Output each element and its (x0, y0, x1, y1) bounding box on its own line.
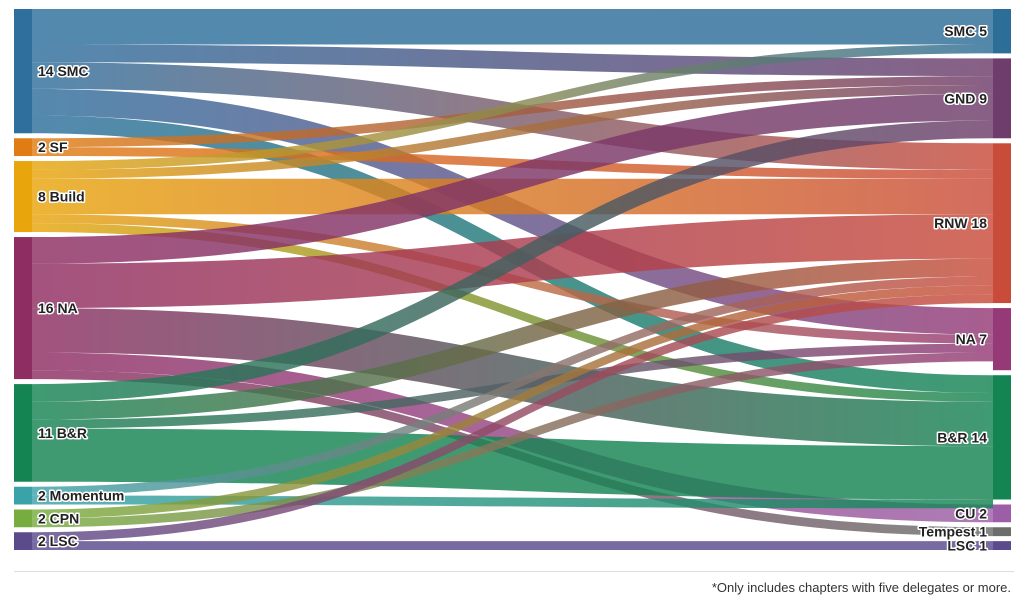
link-smc-to-gnd (32, 44, 993, 77)
left-node-cpn (14, 509, 32, 528)
right-node-label-br: B&R 14 (937, 429, 987, 445)
right-node-br (993, 375, 1011, 500)
right-node-rnw (993, 143, 1011, 304)
sankey-chart: 14 SMC 2 SF 8 Build 16 NA 11 B&R 2 Momentum 2 … (14, 9, 1011, 555)
link-lsc-to-rnw (32, 294, 993, 542)
right-node-label-rnw: RNW 18 (934, 215, 987, 231)
link-cpn-to-na (32, 352, 993, 528)
right-node-lsc (993, 541, 1011, 550)
left-node-label-momentum: 2 Momentum (38, 488, 124, 504)
right-node-label-smc: SMC 5 (944, 23, 987, 39)
left-node-label-lsc: 2 LSC (38, 533, 78, 549)
link-lsc-to-lsc (32, 541, 993, 550)
footer-divider (14, 571, 1014, 572)
left-node-smc (14, 9, 32, 134)
right-node-smc (993, 9, 1011, 54)
link-na-to-br (32, 308, 993, 447)
left-node-label-smc: 14 SMC (38, 63, 89, 79)
link-br-to-br (32, 428, 993, 500)
left-node-build (14, 161, 32, 233)
link-sf-to-gnd (32, 76, 993, 148)
left-node-na (14, 237, 32, 380)
sankey-nodes (14, 9, 1011, 550)
link-build-to-smc (32, 44, 993, 170)
right-node-label-lsc: LSC 1 (947, 538, 987, 554)
left-node-label-sf: 2 SF (38, 139, 68, 155)
link-na-to-gnd (32, 93, 993, 264)
left-node-sf (14, 138, 32, 157)
left-node-lsc (14, 532, 32, 550)
right-node-tempest (993, 527, 1011, 537)
link-momentum-to-br (32, 495, 993, 509)
sankey-labels: 14 SMC 2 SF 8 Build 16 NA 11 B&R 2 Momentum 2 … (37, 22, 989, 555)
link-build-to-br (32, 223, 993, 402)
left-node-br (14, 384, 32, 482)
left-node-label-cpn: 2 CPN (38, 510, 79, 526)
right-node-na (993, 308, 1011, 371)
link-build-to-gnd (32, 85, 993, 179)
sankey-links (32, 9, 993, 550)
link-smc-to-smc (32, 9, 993, 45)
footnote: *Only includes chapters with five delega… (711, 580, 1011, 595)
link-momentum-to-rnw (32, 276, 993, 496)
right-node-label-cu: CU 2 (955, 505, 987, 521)
right-node-label-tempest: Tempest 1 (919, 524, 987, 540)
left-node-momentum (14, 486, 32, 505)
right-node-label-na: NA 7 (956, 331, 988, 347)
link-build-to-rnw (32, 178, 993, 215)
link-cpn-to-rnw (32, 285, 993, 519)
right-node-cu (993, 504, 1011, 523)
right-node-label-gnd: GND 9 (944, 90, 987, 106)
left-node-label-na: 16 NA (38, 300, 78, 316)
link-br-to-rnw (32, 258, 993, 420)
right-node-gnd (993, 58, 1011, 139)
left-node-label-br: 11 B&R (38, 425, 87, 441)
link-br-to-gnd (32, 120, 993, 402)
left-node-label-build: 8 Build (38, 189, 85, 205)
